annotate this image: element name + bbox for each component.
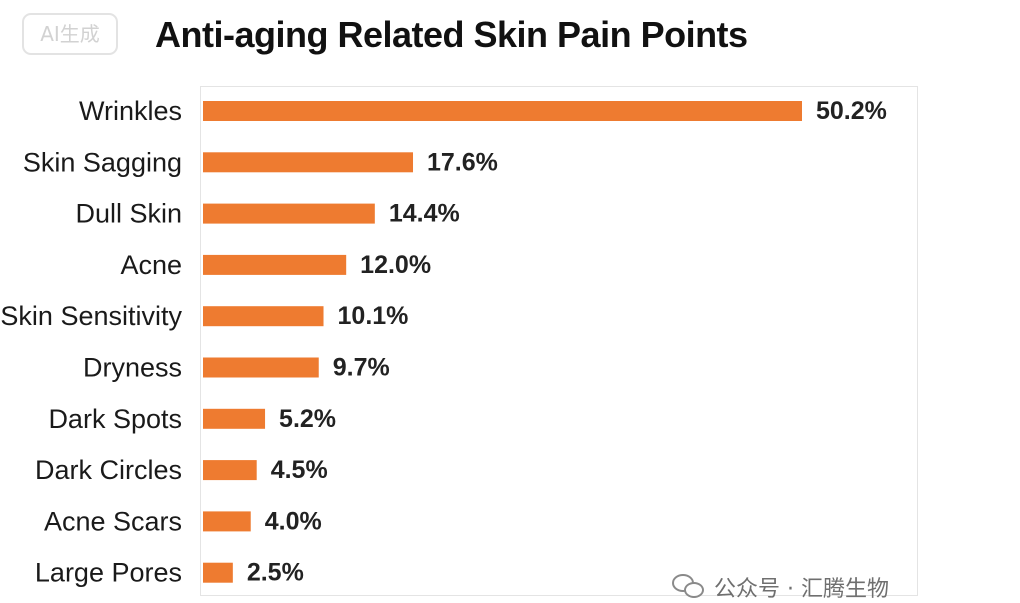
category-label: Acne Scars [44,506,182,536]
watermark: 公众号 · 汇腾生物 [672,572,889,602]
value-label: 9.7% [333,354,390,382]
value-label: 2.5% [247,559,304,587]
bar [203,203,375,224]
watermark-text: 公众号 · 汇腾生物 [714,577,889,602]
value-label: 12.0% [360,251,431,279]
category-label: Dull Skin [75,199,182,229]
category-label: Dryness [83,353,182,383]
bar [203,101,802,121]
bar [203,460,257,481]
wechat-icon [672,574,706,600]
category-label: Skin Sensitivity [0,301,182,331]
value-label: 50.2% [816,97,887,125]
bar [203,511,251,532]
chart-title: Anti-aging Related Skin Pain Points [155,14,748,55]
bar [203,408,266,429]
value-label: 10.1% [338,302,409,330]
bar [203,562,233,583]
bar [203,254,347,275]
value-label: 17.6% [427,148,498,176]
value-label: 14.4% [389,200,460,228]
category-label: Wrinkles [79,96,182,126]
category-label: Acne [120,250,182,280]
plot-frame [200,86,918,596]
category-label: Dark Spots [48,404,182,434]
bar [203,152,414,173]
value-label: 5.2% [279,405,336,433]
value-label: 4.0% [265,507,322,535]
bar [203,357,319,378]
value-label: 4.5% [271,456,328,484]
category-label: Dark Circles [35,455,182,485]
category-label: Skin Sagging [23,147,182,177]
ai-generated-badge: AI生成 [22,13,118,55]
category-label: Large Pores [35,558,182,588]
bar [203,306,324,327]
